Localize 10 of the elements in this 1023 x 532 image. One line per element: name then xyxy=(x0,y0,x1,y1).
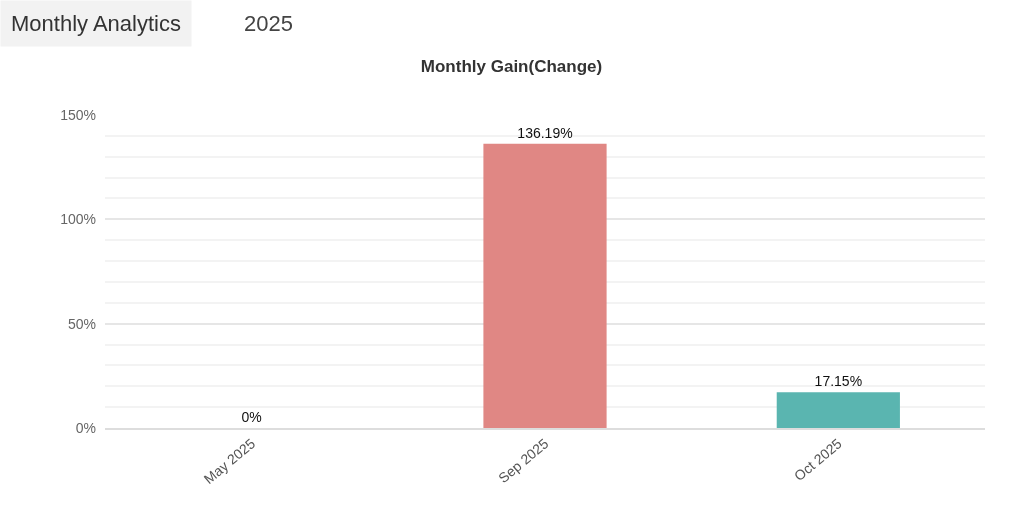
y-tick-label: 50% xyxy=(67,315,96,332)
y-tick-label: 150% xyxy=(60,106,96,123)
chart-title: Monthly Gain(Change) xyxy=(420,57,603,77)
text: 2025 xyxy=(244,11,293,36)
data-label: 0% xyxy=(241,409,262,425)
data-label: 17.15% xyxy=(814,373,863,390)
text: Monthly Analytics xyxy=(11,11,181,36)
y-tick-label: 100% xyxy=(60,211,96,228)
data-label: 136.19% xyxy=(517,124,573,141)
y-tick-label: 0% xyxy=(75,419,96,436)
